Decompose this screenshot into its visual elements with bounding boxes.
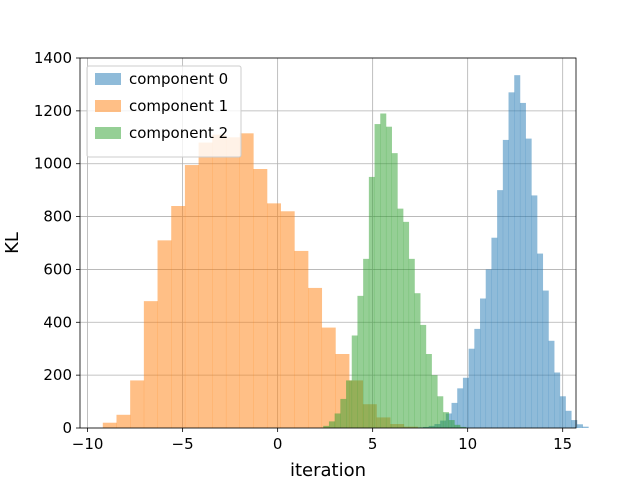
bar-0-24 (554, 372, 561, 428)
bar-1-6 (184, 165, 199, 429)
bar-0-11 (480, 298, 487, 428)
bar-0-7 (457, 388, 464, 428)
x-tick-label-3: 5 (368, 435, 378, 453)
bar-2-7 (363, 258, 370, 428)
bar-0-8 (462, 377, 469, 428)
bar-1-13 (280, 211, 295, 428)
x-tick-label-4: 10 (458, 435, 477, 453)
bar-1-7 (198, 142, 213, 429)
bar-2-6 (357, 295, 364, 428)
bar-1-5 (171, 206, 186, 428)
bar-0-16 (508, 92, 515, 428)
legend-label-1: component 1 (129, 97, 228, 115)
bar-1-11 (253, 169, 268, 428)
x-tick-label-5: 15 (553, 435, 572, 453)
y-tick-label-7: 1400 (34, 49, 72, 67)
bar-1-0 (102, 422, 117, 428)
bar-2-0 (323, 425, 330, 428)
bar-1-14 (294, 250, 309, 428)
bar-2-22 (448, 420, 455, 428)
y-tick-label-6: 1200 (34, 102, 72, 120)
bar-0-25 (559, 396, 566, 428)
legend-swatch-1 (95, 100, 121, 112)
bar-1-15 (308, 287, 323, 428)
bar-0-18 (519, 102, 526, 428)
bar-0-15 (502, 139, 509, 428)
bar-2-11 (385, 126, 392, 428)
histogram-bars (102, 75, 589, 429)
legend-label-0: component 0 (129, 70, 228, 88)
bar-0-17 (514, 75, 521, 428)
y-tick-label-5: 1000 (34, 155, 72, 173)
y-tick-label-3: 600 (43, 260, 72, 278)
bar-0-27 (571, 420, 578, 428)
bar-2-19 (431, 375, 438, 428)
bar-0-28 (576, 424, 583, 428)
bar-1-12 (266, 203, 281, 428)
bar-0-26 (565, 410, 572, 428)
legend-box (86, 65, 242, 158)
bar-2-16 (414, 293, 421, 428)
bar-2-12 (391, 153, 398, 428)
bar-2-18 (425, 354, 432, 428)
legend: component 0 component 1 component 2 (86, 65, 242, 158)
series-2 (323, 113, 467, 429)
bar-0-12 (485, 269, 492, 428)
bar-2-17 (420, 324, 427, 428)
bar-0-6 (451, 402, 458, 428)
bar-1-1 (116, 414, 131, 428)
bar-2-1 (328, 421, 335, 428)
x-axis-label: iteration (290, 460, 366, 480)
bar-0-20 (531, 195, 538, 428)
legend-swatch-2 (95, 127, 121, 139)
bar-2-4 (346, 380, 353, 428)
series-0 (417, 75, 589, 428)
bar-2-8 (368, 176, 375, 428)
series-1 (102, 133, 418, 429)
y-axis-label: KL (2, 232, 23, 254)
bar-0-21 (537, 253, 544, 428)
x-tick-label-0: −10 (72, 435, 104, 453)
bar-0-9 (468, 348, 475, 428)
bar-1-2 (130, 380, 145, 428)
bar-2-2 (334, 413, 341, 428)
bar-0-14 (497, 190, 504, 428)
bar-2-20 (437, 396, 444, 428)
bar-0-29 (582, 426, 589, 428)
bar-1-16 (321, 327, 336, 428)
y-tick-label-2: 400 (43, 313, 72, 331)
x-tick-label-2: 0 (273, 435, 283, 453)
bar-0-23 (548, 340, 555, 428)
legend-label-2: component 2 (129, 124, 228, 142)
bar-2-24 (460, 426, 467, 428)
plot-area-frame (79, 57, 577, 429)
y-tick-label-4: 800 (43, 208, 72, 226)
bar-1-10 (239, 133, 254, 429)
bar-2-21 (442, 412, 449, 428)
x-tick-label-1: −5 (172, 435, 194, 453)
bar-0-10 (474, 328, 481, 428)
bar-0-13 (491, 237, 498, 428)
bar-2-10 (380, 113, 387, 428)
bar-2-5 (351, 335, 358, 428)
axis-ticks: −10 −5 0 5 10 15 0 200 400 600 800 1000 1200 1400 (34, 49, 572, 453)
bar-1-4 (157, 240, 172, 428)
bar-0-19 (525, 138, 532, 428)
bar-2-13 (397, 208, 404, 428)
bar-2-23 (454, 424, 461, 428)
legend-swatch-0 (95, 73, 121, 85)
bar-2-14 (403, 221, 410, 428)
bar-1-8 (212, 134, 227, 428)
bar-0-22 (542, 290, 549, 428)
y-tick-label-1: 200 (43, 366, 72, 384)
y-tick-label-0: 0 (62, 419, 72, 437)
bar-1-9 (225, 137, 240, 429)
bar-2-9 (374, 124, 381, 429)
bar-1-3 (143, 301, 158, 428)
bar-2-15 (408, 258, 415, 428)
bar-2-3 (340, 398, 347, 428)
